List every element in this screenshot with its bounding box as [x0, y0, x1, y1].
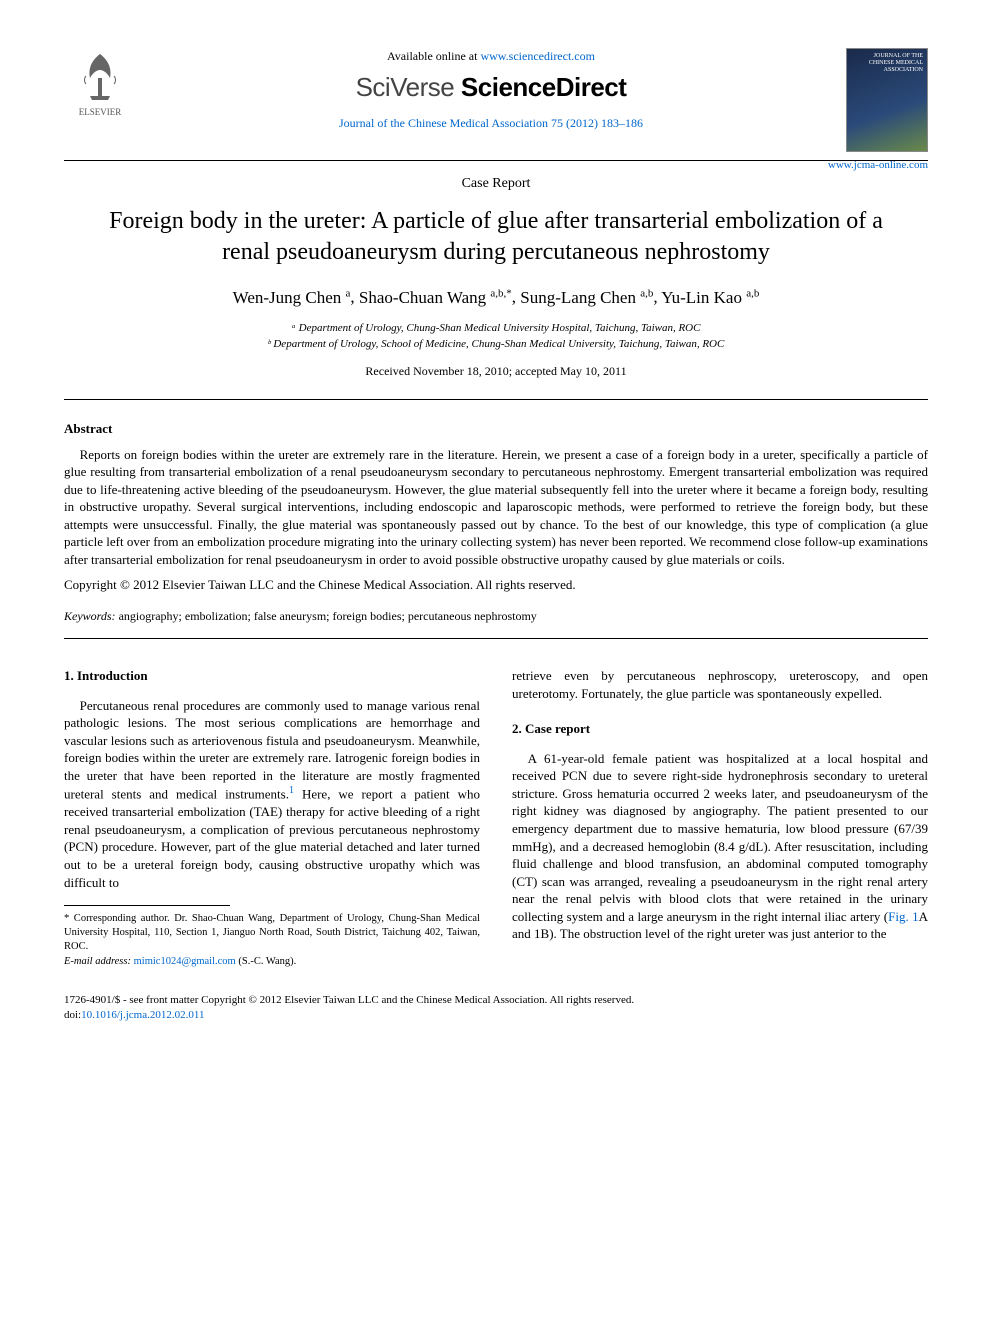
received-accepted: Received November 18, 2010; accepted May… — [64, 363, 928, 379]
body-columns: 1. Introduction Percutaneous renal proce… — [64, 667, 928, 969]
case-text-1: A 61-year-old female patient was hospita… — [512, 751, 928, 924]
author-list: Wen-Jung Chen a, Shao-Chuan Wang a,b,*, … — [64, 286, 928, 310]
available-prefix: Available online at — [387, 49, 480, 63]
corresponding-text: * Corresponding author. Dr. Shao-Chuan W… — [64, 912, 480, 955]
abstract-copyright: Copyright © 2012 Elsevier Taiwan LLC and… — [64, 576, 928, 594]
author-3: Sung-Lang Chen a,b — [520, 288, 653, 307]
elsevier-tree-icon — [72, 48, 128, 104]
affiliation-a: ᵃ Department of Urology, Chung-Shan Medi… — [64, 320, 928, 337]
email-line: E-mail address: mimic1024@gmail.com (S.-… — [64, 955, 480, 969]
author-name: Wen-Jung Chen — [233, 288, 342, 307]
affiliation-b: ᵇ Department of Urology, School of Medic… — [64, 336, 928, 353]
elsevier-label: ELSEVIER — [64, 106, 136, 118]
abstract-rule-bottom — [64, 638, 928, 639]
footer-copyright: 1726-4901/$ - see front matter Copyright… — [64, 993, 928, 1008]
author-name: Yu-Lin Kao — [661, 288, 742, 307]
keywords-label: Keywords: — [64, 609, 116, 623]
author-aff: a,b — [746, 287, 759, 299]
page-footer: 1726-4901/$ - see front matter Copyright… — [64, 993, 928, 1023]
abstract-body: Reports on foreign bodies within the ure… — [64, 446, 928, 569]
intro-text-2: Here, we report a patient who received t… — [64, 787, 480, 890]
intro-continuation: retrieve even by percutaneous nephroscop… — [512, 667, 928, 702]
doi-label: doi: — [64, 1009, 81, 1021]
elsevier-logo: ELSEVIER — [64, 48, 136, 118]
email-label: E-mail address: — [64, 956, 134, 967]
section-2-heading: 2. Case report — [512, 720, 928, 738]
sciverse-prefix: SciVerse — [356, 72, 461, 102]
author-4: Yu-Lin Kao a,b — [661, 288, 759, 307]
intro-paragraph: Percutaneous renal procedures are common… — [64, 697, 480, 891]
fig-1-link[interactable]: Fig. 1 — [888, 909, 918, 924]
author-name: Shao-Chuan Wang — [359, 288, 486, 307]
keywords-text: angiography; embolization; false aneurys… — [119, 609, 537, 623]
header-rule — [64, 160, 928, 161]
sciencedirect-wordmark: ScienceDirect — [461, 72, 626, 102]
author-2: Shao-Chuan Wang a,b,* — [359, 288, 512, 307]
publisher-header: ELSEVIER Available online at www.science… — [64, 48, 928, 152]
article-type: Case Report — [64, 175, 928, 194]
affiliations: ᵃ Department of Urology, Chung-Shan Medi… — [64, 320, 928, 353]
footnote-rule — [64, 905, 230, 906]
corresponding-footnote: * Corresponding author. Dr. Shao-Chuan W… — [64, 912, 480, 969]
author-name: Sung-Lang Chen — [520, 288, 636, 307]
journal-citation: Journal of the Chinese Medical Associati… — [146, 115, 836, 131]
column-left: 1. Introduction Percutaneous renal proce… — [64, 667, 480, 969]
sciverse-logo: SciVerse ScienceDirect — [146, 70, 836, 105]
cover-title: JOURNAL OF THE CHINESE MEDICAL ASSOCIATI… — [851, 53, 923, 75]
paper-title: Foreign body in the ureter: A particle o… — [84, 206, 908, 268]
email-tail: (S.-C. Wang). — [236, 956, 297, 967]
available-online-line: Available online at www.sciencedirect.co… — [146, 48, 836, 64]
doi-link[interactable]: 10.1016/j.jcma.2012.02.011 — [81, 1009, 204, 1021]
abstract-heading: Abstract — [64, 420, 928, 438]
sciencedirect-link[interactable]: www.sciencedirect.com — [480, 49, 595, 63]
keywords-line: Keywords: angiography; embolization; fal… — [64, 608, 928, 624]
abstract-rule-top — [64, 399, 928, 400]
author-aff: a,b,* — [490, 287, 511, 299]
journal-website-link-wrap: www.jcma-online.com — [828, 158, 928, 173]
author-aff: a — [346, 287, 351, 299]
author-aff: a,b — [640, 287, 653, 299]
header-center: Available online at www.sciencedirect.co… — [136, 48, 846, 131]
journal-website-link[interactable]: www.jcma-online.com — [828, 159, 928, 171]
journal-cover-thumbnail: JOURNAL OF THE CHINESE MEDICAL ASSOCIATI… — [846, 48, 928, 152]
column-right: retrieve even by percutaneous nephroscop… — [512, 667, 928, 969]
email-link[interactable]: mimic1024@gmail.com — [134, 956, 236, 967]
footer-doi-line: doi:10.1016/j.jcma.2012.02.011 — [64, 1008, 928, 1023]
section-1-heading: 1. Introduction — [64, 667, 480, 685]
case-paragraph: A 61-year-old female patient was hospita… — [512, 750, 928, 943]
author-1: Wen-Jung Chen a — [233, 288, 351, 307]
